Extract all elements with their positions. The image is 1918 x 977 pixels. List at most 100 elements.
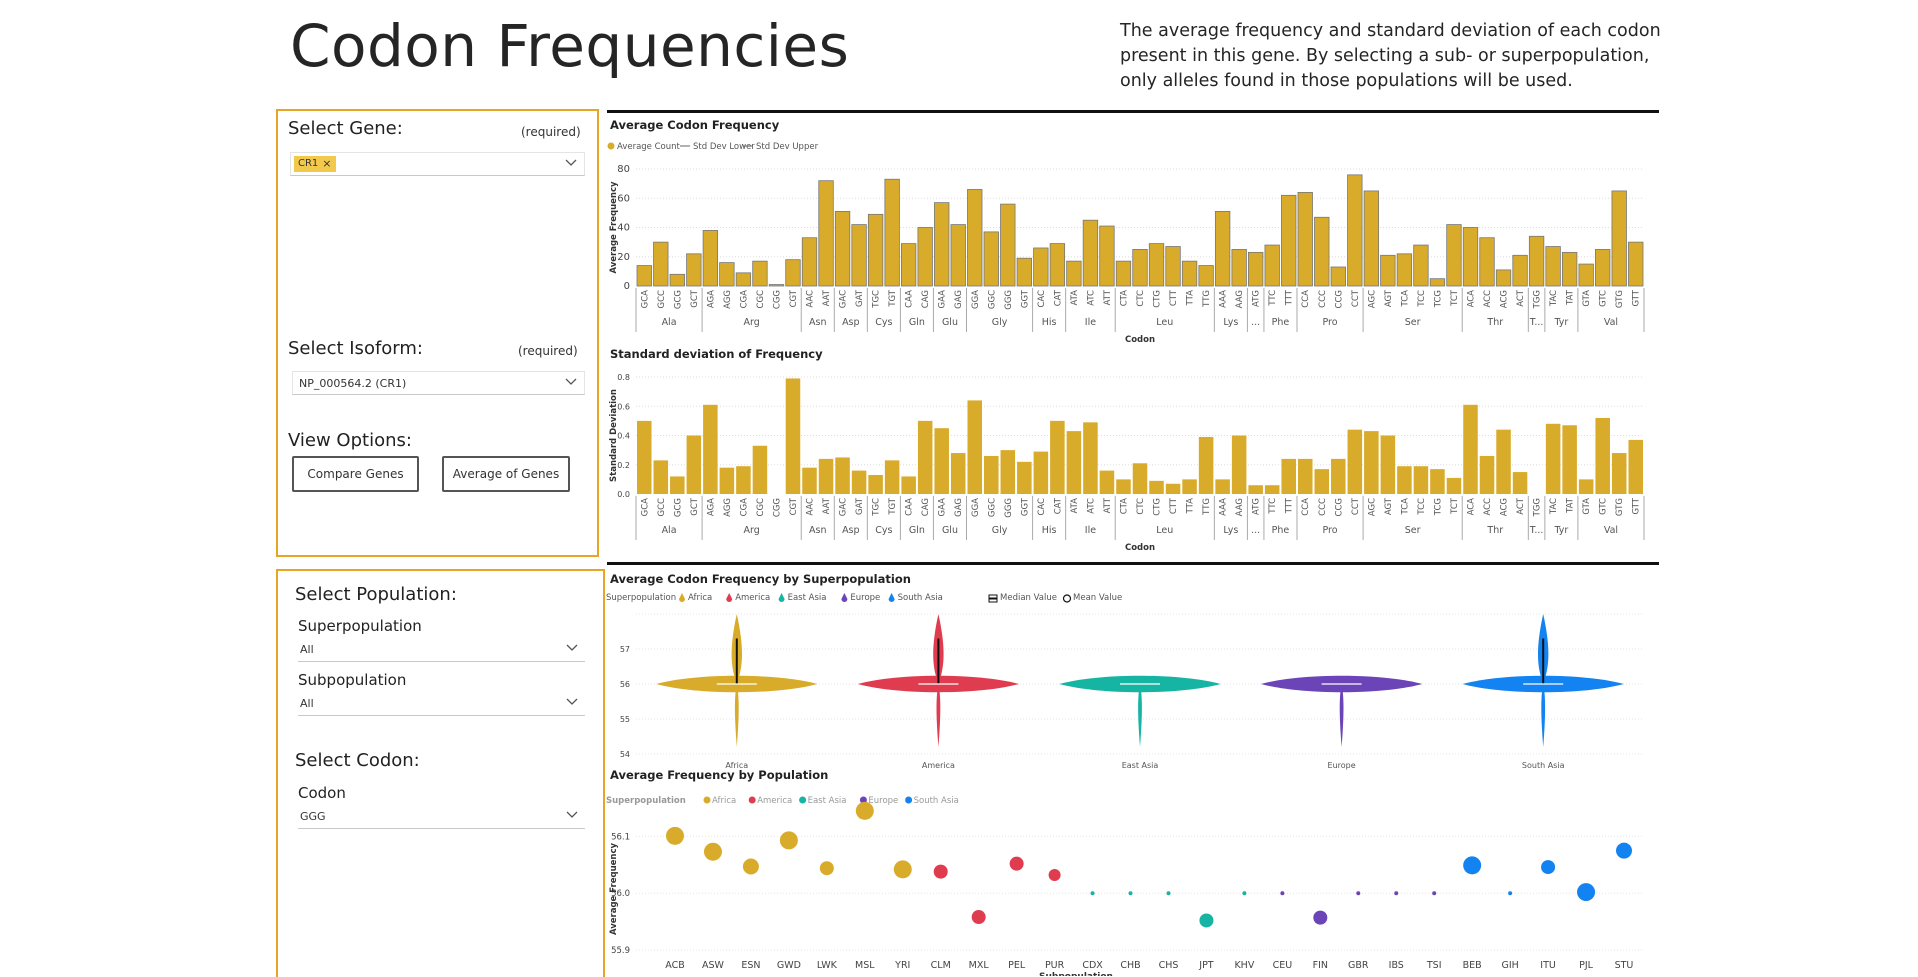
scatter-point-lwk [819,861,834,876]
gene-select[interactable]: CR1 × [290,152,585,176]
chevron-down-icon[interactable] [564,374,578,388]
x-tick-label: CCA [1301,498,1311,516]
x-tick-label: Europe [1328,761,1356,770]
scatter-point-fin [1313,910,1328,925]
x-tick-label: GGA [971,498,981,517]
subpopulation-value: All [300,697,314,710]
average-of-genes-button[interactable]: Average of Genes [442,456,570,492]
x-tick-label: CAA [905,290,915,308]
compare-genes-button[interactable]: Compare Genes [292,456,419,492]
page-title: Codon Frequencies [290,12,850,80]
x-tick-label: AGT [1384,289,1394,307]
y-tick-label: 0.2 [617,461,630,470]
bar [1611,190,1627,287]
bar [1264,485,1280,494]
x-tick-label: ATA [1070,498,1080,514]
bar [1611,453,1627,494]
scatter-point-clm [933,864,948,879]
x-tick-label: ACG [1500,498,1510,516]
bar [1495,269,1512,287]
group-label: Arg [744,317,760,328]
x-tick-label: GCT [690,289,700,308]
x-tick-label: ATG [1252,498,1262,515]
group-label: Leu [1156,317,1173,328]
bar [917,420,933,494]
x-axis-label: Codon [1125,335,1155,345]
bar [1148,243,1165,287]
x-tick-label: TCC [1417,290,1427,308]
x-tick-label: GCG [673,290,683,309]
x-tick-label: TAC [1549,498,1559,515]
isoform-select[interactable]: NP_000564.2 (CR1) [292,371,585,395]
legend-marker-america [726,593,733,602]
bar [1033,451,1049,494]
bar [1347,174,1363,287]
bar [1181,260,1198,287]
x-tick-label: CAA [905,498,915,516]
x-tick-label: GAA [938,290,948,309]
x-tick-label: MXL [969,960,990,971]
bar [1297,192,1313,287]
codon-select[interactable]: GGG [298,805,585,829]
x-tick-label: CCT [1351,497,1361,515]
y-tick-label: 60 [617,193,630,204]
bar [1578,479,1594,494]
legend-label: Africa [712,796,736,806]
x-tick-label: CGG [772,290,782,309]
y-tick-label: 54 [620,750,630,759]
avg-chart-title: Average Codon Frequency [610,118,780,132]
x-tick-label: ATT [1103,289,1113,305]
x-tick-label: GBR [1348,960,1369,971]
x-tick-label: TGC [872,498,882,517]
group-label: Ser [1405,525,1421,536]
page-description: The average frequency and standard devia… [1120,21,1661,91]
bar [1446,224,1462,287]
select-codon-label: Select Codon: [295,750,420,771]
x-tick-label: ATT [1103,497,1113,513]
gene-chip[interactable]: CR1 × [294,156,336,172]
group-label: Cys [875,317,892,328]
x-tick-label: CAC [1037,290,1047,308]
superpopulation-select[interactable]: All [298,638,585,662]
subpopulation-select[interactable]: All [298,692,585,716]
bar [1595,249,1611,287]
bar [1528,235,1545,287]
select-gene-label: Select Gene: [288,118,403,139]
bar [1264,244,1280,287]
group-label: Cys [875,525,892,536]
group-label: His [1042,317,1057,328]
x-tick-label: PEL [1008,960,1026,971]
chevron-down-icon[interactable] [565,807,579,821]
remove-chip-icon[interactable]: × [322,157,332,170]
codon-value: GGG [300,810,326,823]
bar [719,262,735,287]
y-tick-label: 80 [617,164,630,175]
chevron-down-icon[interactable] [565,640,579,654]
x-tick-label: AGA [706,498,716,516]
x-tick-label: CCA [1301,290,1311,308]
gene-required-note: (required) [521,125,581,139]
gene-selection-panel: Select Gene: (required) CR1 × Select Iso… [276,109,599,557]
bar [736,466,751,494]
x-tick-label: GAC [839,498,849,516]
chevron-down-icon[interactable] [565,694,579,708]
view-options-label: View Options: [288,430,412,451]
legend-median: Median Value [1000,593,1057,603]
group-label: Tyr [1553,317,1568,328]
bar [752,445,768,494]
scatter-point-ibs [1394,891,1399,896]
chevron-down-icon[interactable] [564,155,578,169]
bar [1397,466,1412,494]
x-tick-label: TGG [1533,290,1543,309]
gene-chip-label: CR1 [298,158,319,169]
bar [1099,225,1115,287]
bar [1214,211,1231,287]
bar [1462,227,1479,287]
x-tick-label: GTC [1599,290,1609,307]
x-tick-label: TGC [872,290,882,309]
bar [1066,431,1082,494]
bar [653,241,669,287]
legend-std-lower: Std Dev Lower [693,142,755,152]
bar [719,467,735,494]
scatter-point-mxl [971,910,986,925]
